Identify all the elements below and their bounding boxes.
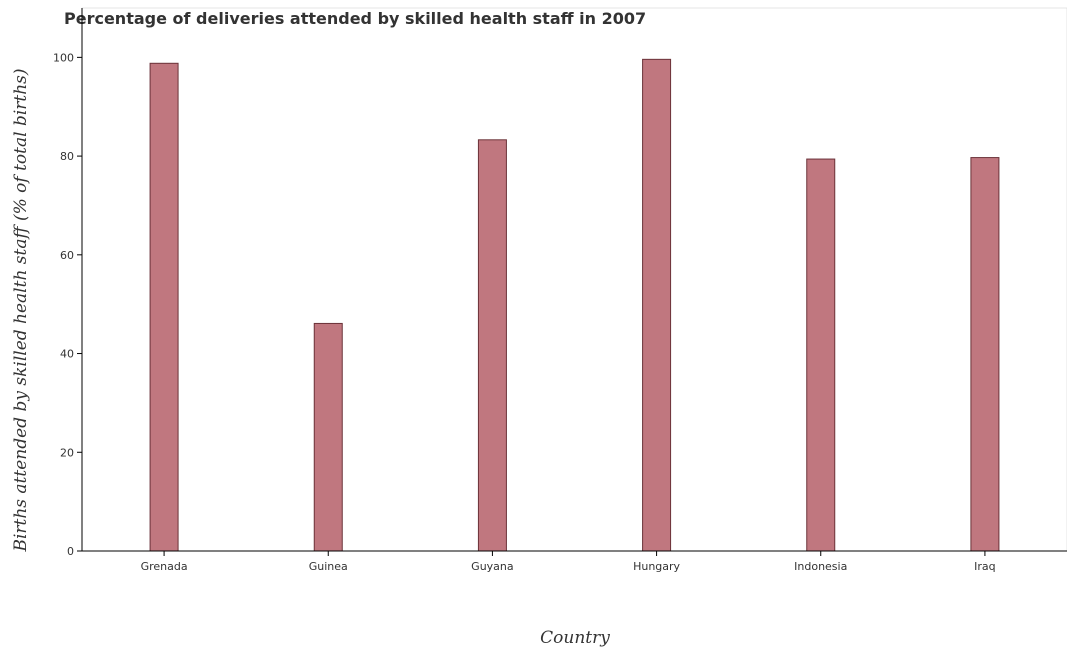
x-tick-label: Iraq (974, 560, 996, 573)
y-tick-label: 80 (60, 150, 74, 163)
y-axis: 0 20 40 60 80 100 (53, 8, 83, 558)
x-tick-label: Guinea (309, 560, 348, 573)
y-tick-label: 20 (60, 446, 74, 459)
y-tick-label: 100 (53, 51, 74, 64)
x-tick-label: Hungary (633, 560, 680, 573)
bar-guyana (477, 139, 507, 552)
x-tick-label: Guyana (471, 560, 513, 573)
x-axis-label: Country (540, 628, 610, 648)
bar-iraq (970, 157, 1000, 552)
y-tick-label: 0 (67, 545, 74, 558)
y-tick-label: 40 (60, 348, 74, 361)
bar-indonesia (806, 158, 836, 552)
bars-group (149, 58, 1000, 552)
x-axis: Grenada Guinea Guyana Hungary Indonesia Iraq (82, 550, 1067, 573)
plot-area (81, 7, 1067, 552)
y-tick-label: 60 (60, 249, 74, 262)
bar-grenada (149, 62, 179, 552)
x-tick-label: Grenada (141, 560, 188, 573)
x-tick-label: Indonesia (794, 560, 847, 573)
bar-guinea (313, 322, 343, 552)
chart-title: Percentage of deliveries attended by ski… (64, 9, 646, 28)
bar-hungary (642, 58, 672, 552)
y-axis-label: Births attended by skilled health staff … (11, 68, 31, 552)
